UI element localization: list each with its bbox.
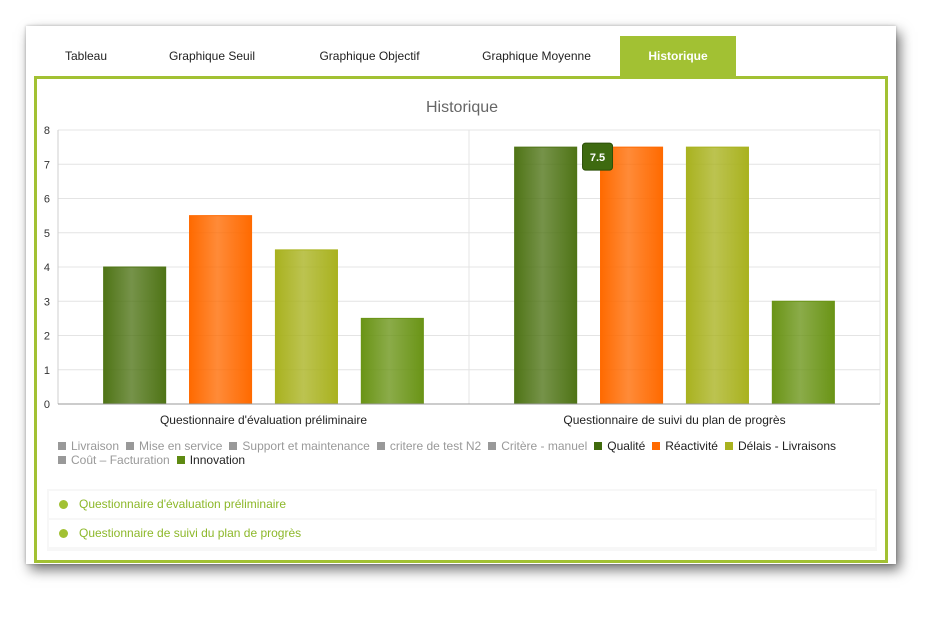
- y-tick-label: 3: [44, 296, 50, 308]
- y-tick-label: 4: [44, 262, 50, 274]
- legend-swatch: [594, 442, 603, 450]
- legend-swatch: [724, 442, 733, 450]
- questionnaire-label: Questionnaire d'évaluation préliminaire: [79, 497, 287, 511]
- y-tick-label: 1: [44, 365, 50, 377]
- chart-legend: Livraison Mise en service Support et maint…: [58, 439, 878, 467]
- y-tick-label: 2: [44, 331, 50, 343]
- tooltip-box: [582, 142, 614, 171]
- legend-item[interactable]: Réactivité: [652, 439, 718, 453]
- legend-swatch: [488, 442, 497, 450]
- bar[interactable]: [514, 146, 578, 405]
- legend-item[interactable]: critere de test N2: [376, 439, 482, 453]
- legend-label: Délais - Livraisons: [737, 439, 836, 453]
- bar[interactable]: [189, 215, 253, 405]
- y-tick-label: 5: [44, 228, 50, 240]
- bar[interactable]: [360, 317, 424, 405]
- bar-tooltip: 7.5: [582, 142, 614, 171]
- legend-item[interactable]: Coût – Facturation: [58, 453, 170, 467]
- bullet-icon: [59, 529, 68, 538]
- bar[interactable]: [103, 266, 167, 405]
- legend-label: Réactivité: [665, 439, 718, 453]
- tab-graphique-objectif[interactable]: Graphique Objectif: [319, 49, 420, 63]
- legend-swatch: [58, 456, 66, 464]
- legend-item[interactable]: Livraison: [58, 439, 119, 453]
- tab-historique[interactable]: Historique: [620, 36, 736, 76]
- questionnaire-list: Questionnaire d'évaluation préliminaire …: [47, 489, 877, 551]
- tooltip-value: 7.5: [590, 152, 605, 164]
- historique-panel: Historique 0 1 2 3 4 5 6 7 8 Questionnaire d'éval…: [34, 76, 888, 563]
- legend-swatch: [58, 442, 66, 450]
- bar[interactable]: [771, 300, 835, 405]
- questionnaire-label: Questionnaire de suivi du plan de progrè…: [79, 526, 302, 540]
- y-tick-label: 6: [44, 194, 50, 206]
- legend-item[interactable]: Mise en service: [126, 439, 222, 453]
- tab-tableau[interactable]: Tableau: [64, 49, 108, 63]
- legend-item[interactable]: Support et maintenance: [229, 439, 370, 453]
- legend-label: Qualité: [607, 439, 646, 453]
- legend-item[interactable]: Délais - Livraisons: [724, 439, 836, 453]
- bullet-icon: [59, 500, 68, 509]
- tab-graphique-seuil[interactable]: Graphique Seuil: [168, 49, 256, 63]
- legend-label: Coût – Facturation: [71, 453, 170, 467]
- legend-label: Innovation: [189, 453, 246, 467]
- legend-item[interactable]: Critère - manuel: [488, 439, 587, 453]
- x-category-label: Questionnaire d'évaluation préliminaire: [160, 413, 367, 427]
- y-tick-label: 0: [44, 399, 50, 411]
- legend-label: Livraison: [71, 439, 120, 453]
- questionnaire-link-suivi[interactable]: Questionnaire de suivi du plan de progrè…: [49, 520, 875, 547]
- legend-label: Mise en service: [139, 439, 223, 453]
- legend-swatch: [652, 442, 661, 450]
- legend-label: Critère - manuel: [501, 439, 588, 453]
- tab-graphique-moyenne[interactable]: Graphique Moyenne: [482, 49, 591, 63]
- legend-label: critere de test N2: [389, 439, 482, 453]
- legend-swatch: [176, 456, 185, 464]
- legend-item[interactable]: Innovation: [176, 453, 246, 467]
- legend-item[interactable]: Qualité: [594, 439, 645, 453]
- window: Tableau Graphique Seuil Graphique Object…: [26, 26, 896, 564]
- tab-bar: Tableau Graphique Seuil Graphique Object…: [34, 36, 736, 76]
- bar-chart: Historique 0 1 2 3 4 5 6 7 8 Questionnaire d'éval…: [44, 99, 881, 427]
- questionnaire-link-preliminaire[interactable]: Questionnaire d'évaluation préliminaire: [49, 491, 875, 518]
- legend-swatch: [229, 442, 238, 450]
- bar[interactable]: [274, 249, 338, 405]
- bar[interactable]: [685, 146, 749, 405]
- x-category-label: Questionnaire de suivi du plan de progrè…: [563, 413, 785, 427]
- legend-swatch: [126, 442, 135, 450]
- chart-title: Historique: [426, 99, 498, 116]
- legend-swatch: [376, 442, 385, 450]
- bar[interactable]: [600, 146, 664, 405]
- legend-label: Support et maintenance: [242, 439, 370, 453]
- y-tick-label: 7: [44, 159, 50, 171]
- y-tick-label: 8: [44, 125, 50, 137]
